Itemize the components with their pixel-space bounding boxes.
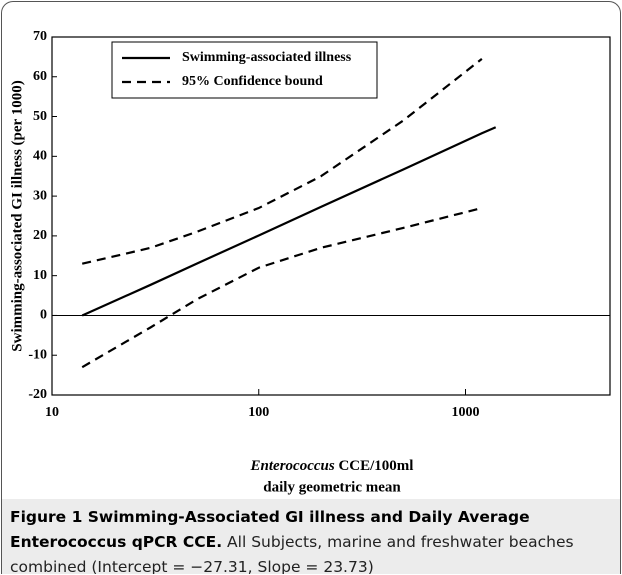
x-tick-label: 100 (248, 405, 269, 420)
legend-label: Swimming-associated illness (182, 50, 352, 65)
y-tick-label: 50 (33, 109, 47, 124)
x-tick-label: 10 (45, 405, 59, 420)
caption: Figure 1 Swimming-Associated GI illness … (2, 499, 620, 574)
series-line (81, 206, 483, 369)
x-tick-label: 1000 (451, 405, 479, 420)
legend-box (111, 41, 378, 99)
caption-title: Figure 1 Swimming-Associated GI illness … (10, 508, 530, 551)
y-tick-label: 30 (33, 188, 47, 203)
plot-frame (51, 36, 611, 396)
y-tick-label: 40 (33, 149, 47, 164)
caption-text: All Subjects, marine and freshwater beac… (10, 533, 574, 574)
y-tick-label: 60 (33, 69, 47, 84)
y-tick-label: 0 (40, 308, 47, 323)
series-line (81, 126, 497, 317)
x-axis-title-rest: CCE/100ml (338, 458, 413, 474)
x-axis-subtitle: daily geometric mean (263, 479, 401, 495)
y-tick-label: -20 (28, 387, 47, 402)
y-tick-label: 70 (33, 29, 47, 44)
chart: Swimming-associated GI illness (per 1000… (9, 29, 611, 495)
series-line (81, 58, 483, 265)
x-axis-title: Enterococcus CCE/100ml (250, 458, 414, 474)
y-tick-label: -10 (28, 347, 47, 362)
y-tick-label: 10 (33, 268, 47, 283)
y-tick-label: 20 (33, 228, 47, 243)
legend-label: 95% Confidence bound (182, 74, 323, 89)
x-axis-title-italic: Enterococcus (250, 458, 335, 474)
y-axis-title: Swimming-associated GI illness (per 1000… (9, 80, 25, 351)
